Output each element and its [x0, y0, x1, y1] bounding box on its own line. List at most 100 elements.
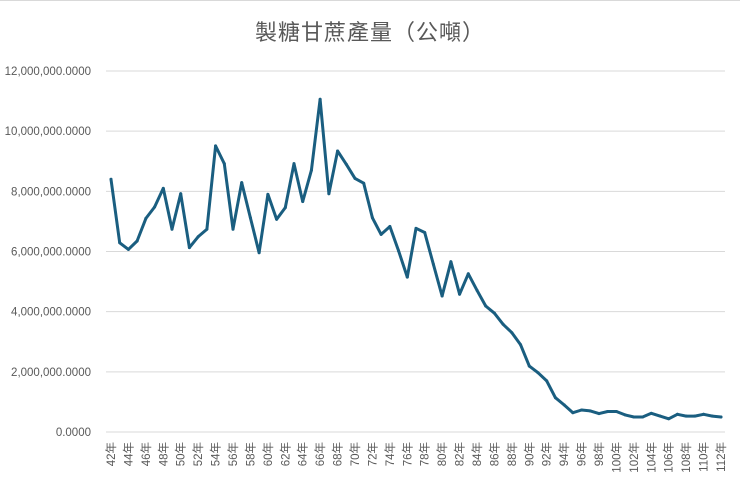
- data-point: [292, 162, 296, 166]
- x-tick-label: 102年: [627, 442, 641, 473]
- data-point: [458, 292, 462, 296]
- data-point: [580, 408, 584, 412]
- data-point: [641, 415, 645, 419]
- data-point: [667, 417, 671, 421]
- data-point: [614, 410, 618, 414]
- x-tick-label: 96年: [575, 442, 589, 466]
- x-tick-label: 68年: [331, 442, 345, 466]
- data-point: [588, 409, 592, 413]
- data-point: [466, 272, 470, 276]
- x-tick-label: 86年: [487, 442, 501, 466]
- x-tick-label: 88年: [505, 442, 519, 466]
- x-tick-label: 82年: [453, 442, 467, 466]
- x-tick-label: 56年: [226, 442, 240, 466]
- data-point: [397, 249, 401, 253]
- x-tick-label: 106年: [662, 442, 676, 473]
- x-tick-label: 44年: [121, 442, 135, 466]
- x-tick-label: 48年: [156, 442, 170, 466]
- x-tick-label: 76年: [400, 442, 414, 466]
- data-point: [205, 227, 209, 231]
- x-tick-label: 80年: [435, 442, 449, 466]
- x-tick-label: 92年: [540, 442, 554, 466]
- y-tick-label: 4,000,000.0000: [11, 307, 91, 319]
- data-point: [222, 162, 226, 166]
- y-tick-label: 2,000,000.0000: [11, 367, 91, 379]
- data-point: [597, 412, 601, 416]
- data-point: [684, 414, 688, 418]
- data-point: [675, 412, 679, 416]
- data-point: [431, 262, 435, 266]
- x-tick-label: 94年: [557, 442, 571, 466]
- data-point: [545, 379, 549, 383]
- x-tick-label: 74年: [383, 442, 397, 466]
- x-tick-label: 62年: [278, 442, 292, 466]
- data-point: [144, 216, 148, 220]
- data-point: [231, 227, 235, 231]
- data-point: [214, 144, 218, 148]
- x-tick-label: 110年: [697, 442, 711, 472]
- data-point: [519, 343, 523, 347]
- data-point: [379, 232, 383, 236]
- x-tick-label: 90年: [522, 442, 536, 466]
- data-point: [187, 246, 191, 250]
- y-tick-label: 0.0000: [56, 427, 91, 439]
- data-point: [710, 414, 714, 418]
- data-point: [248, 216, 252, 220]
- data-point: [649, 411, 653, 415]
- x-tick-label: 52年: [191, 442, 205, 466]
- x-tick-label: 98年: [592, 442, 606, 466]
- data-point: [275, 217, 279, 221]
- y-tick-label: 12,000,000.0000: [5, 66, 91, 78]
- data-point: [475, 288, 479, 292]
- data-point: [362, 181, 366, 185]
- data-point: [196, 235, 200, 239]
- data-point: [405, 275, 409, 279]
- data-point: [266, 192, 270, 196]
- data-point: [449, 260, 453, 264]
- x-tick-label: 66年: [313, 442, 327, 466]
- data-point: [693, 414, 697, 418]
- data-point: [344, 162, 348, 166]
- x-tick-label: 104年: [644, 442, 658, 473]
- data-point: [353, 176, 357, 180]
- series-line: [109, 97, 723, 421]
- data-point: [257, 251, 261, 255]
- x-tick-label: 78年: [418, 442, 432, 466]
- data-point: [606, 410, 610, 414]
- data-point: [484, 304, 488, 308]
- x-tick-label: 64年: [296, 442, 310, 466]
- x-tick-label: 112年: [714, 442, 728, 472]
- data-point: [135, 239, 139, 243]
- data-point: [702, 412, 706, 416]
- data-point: [719, 415, 723, 419]
- data-point: [388, 225, 392, 229]
- data-point: [658, 414, 662, 418]
- data-point: [492, 311, 496, 315]
- data-point: [318, 97, 322, 101]
- x-tick-label: 60年: [261, 442, 275, 466]
- x-tick-label: 70年: [348, 442, 362, 466]
- data-point: [126, 247, 130, 251]
- data-point: [153, 205, 157, 209]
- data-point: [336, 149, 340, 153]
- data-point: [179, 192, 183, 196]
- data-point: [283, 206, 287, 210]
- data-point: [510, 331, 514, 335]
- data-point: [414, 226, 418, 230]
- data-point: [423, 231, 427, 235]
- data-point: [170, 227, 174, 231]
- chart-title: 製糖甘蔗產量（公噸）: [254, 21, 485, 46]
- data-point: [327, 192, 331, 196]
- data-point: [109, 177, 113, 181]
- x-tick-label: 100年: [609, 442, 623, 473]
- y-tick-label: 8,000,000.0000: [11, 186, 91, 198]
- x-tick-label: 42年: [104, 442, 118, 466]
- x-tick-label: 50年: [174, 442, 188, 466]
- x-tick-label: 54年: [209, 442, 223, 466]
- x-tick-label: 58年: [243, 442, 257, 466]
- y-tick-label: 6,000,000.0000: [11, 247, 91, 259]
- data-point: [571, 411, 575, 415]
- data-point: [527, 364, 531, 368]
- data-point: [632, 415, 636, 419]
